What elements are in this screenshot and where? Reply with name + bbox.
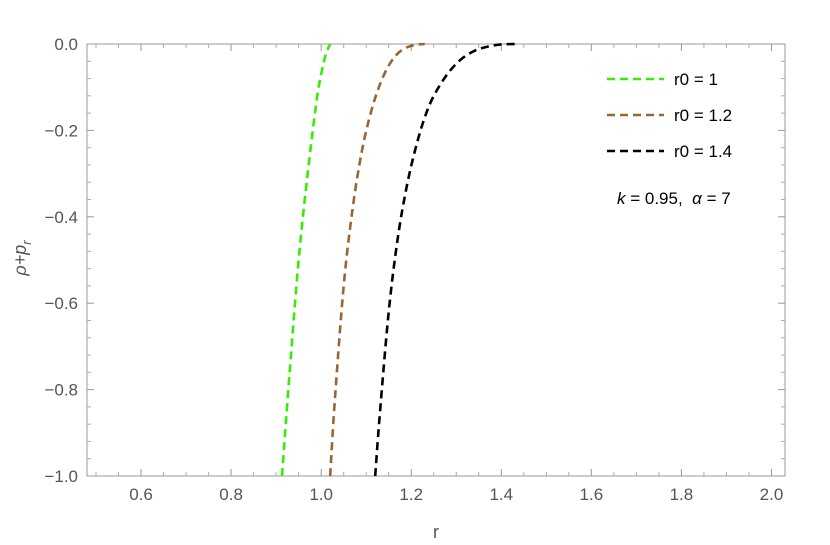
- y-tick-label: −0.8: [44, 381, 78, 400]
- x-axis-title: r: [433, 522, 439, 542]
- y-tick-label: −0.4: [44, 208, 78, 227]
- y-tick-label: −0.2: [44, 121, 78, 140]
- tick-marks: [87, 43, 785, 477]
- x-tick-label: 1.8: [670, 485, 694, 504]
- x-tick-label: 1.4: [489, 485, 513, 504]
- x-tick-label: 0.8: [219, 485, 243, 504]
- series-line-2: [328, 42, 425, 477]
- series-line-1: [280, 43, 332, 477]
- series-line-3: [373, 42, 520, 477]
- x-tick-label: 0.6: [129, 485, 153, 504]
- y-tick-label: 0.0: [54, 35, 78, 54]
- y-tick-label: −0.6: [44, 294, 78, 313]
- plot-frame: [86, 43, 786, 477]
- x-tick-label: 1.0: [309, 485, 333, 504]
- parameter-annotation: k = 0.95, α = 7: [617, 189, 731, 208]
- legend-label-2: r0 = 1.2: [674, 106, 732, 125]
- legend-label-1: r0 = 1: [674, 70, 718, 89]
- y-axis-title: ρ+pr: [10, 240, 34, 277]
- x-tick-label: 1.6: [580, 485, 604, 504]
- x-tick-label: 2.0: [760, 485, 784, 504]
- legend-label-3: r0 = 1.4: [674, 142, 732, 161]
- x-tick-label: 1.2: [399, 485, 423, 504]
- legend: r0 = 1 r0 = 1.2 r0 = 1.4: [607, 70, 732, 161]
- y-tick-label: −1.0: [44, 467, 78, 486]
- series-lines: [280, 42, 520, 477]
